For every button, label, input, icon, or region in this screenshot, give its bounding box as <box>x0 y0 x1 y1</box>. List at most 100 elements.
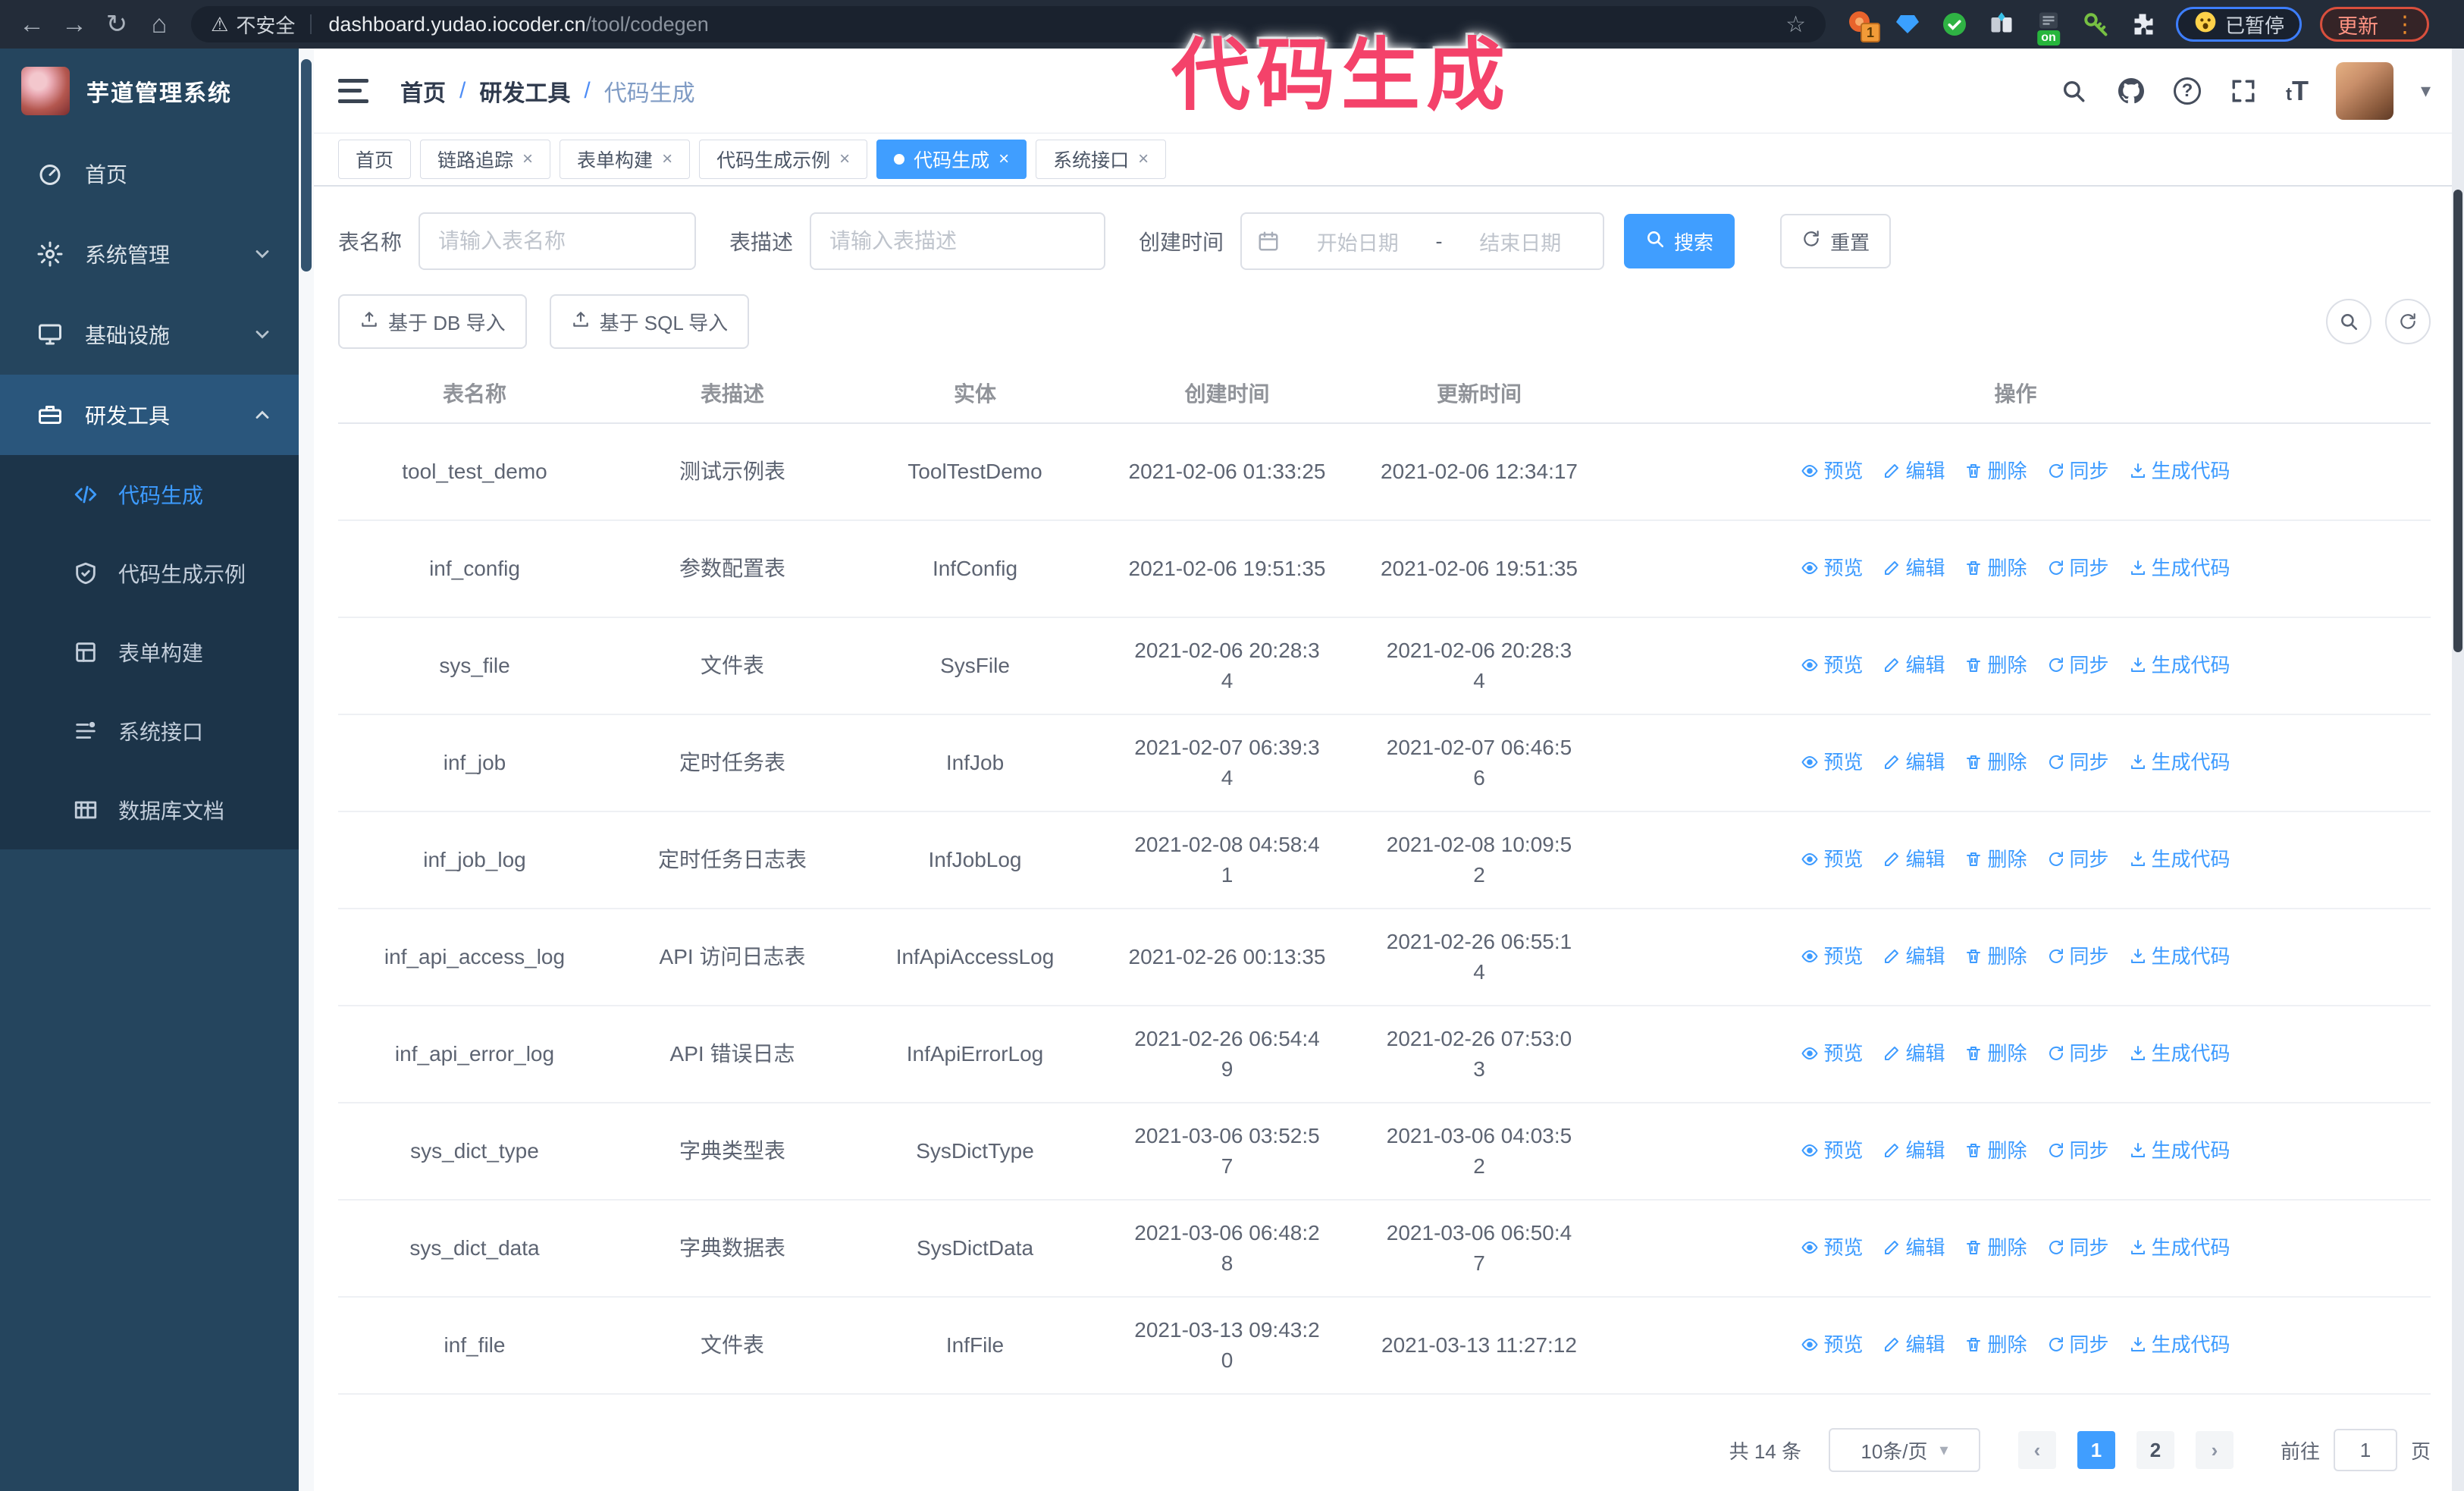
sidebar-scrollbar[interactable] <box>299 49 314 1491</box>
font-size-icon[interactable]: tT <box>2285 74 2309 106</box>
avatar[interactable] <box>2335 61 2393 120</box>
action-sync[interactable]: 同步 <box>2047 1329 2109 1360</box>
action-edit[interactable]: 编辑 <box>1882 747 1945 777</box>
action-eye[interactable]: 预览 <box>1801 941 1863 972</box>
action-trash[interactable]: 删除 <box>1964 747 2027 777</box>
sidebar-menu-item[interactable]: 首页 <box>0 133 299 214</box>
action-eye[interactable]: 预览 <box>1801 1038 1863 1069</box>
action-edit[interactable]: 编辑 <box>1882 1135 1945 1166</box>
sidebar-menu-item[interactable]: 系统管理 <box>0 214 299 294</box>
action-download[interactable]: 生成代码 <box>2129 1038 2230 1069</box>
action-download[interactable]: 生成代码 <box>2129 456 2230 486</box>
sidebar-scrollbar-thumb[interactable] <box>301 59 312 272</box>
page-tab[interactable]: 链路追踪 × <box>420 140 551 179</box>
reset-button[interactable]: 重置 <box>1780 214 1892 268</box>
action-edit[interactable]: 编辑 <box>1882 456 1945 486</box>
chevron-down-icon[interactable]: ▾ <box>2420 79 2431 102</box>
action-download[interactable]: 生成代码 <box>2129 1135 2230 1166</box>
extension-gem-icon[interactable] <box>1892 9 1923 39</box>
refresh-table-button[interactable] <box>2385 299 2431 344</box>
action-edit[interactable]: 编辑 <box>1882 650 1945 680</box>
action-download[interactable]: 生成代码 <box>2129 1232 2230 1263</box>
action-eye[interactable]: 预览 <box>1801 650 1863 680</box>
action-edit[interactable]: 编辑 <box>1882 1038 1945 1069</box>
app-logo-row[interactable]: 芋道管理系统 <box>0 49 299 133</box>
action-edit[interactable]: 编辑 <box>1882 844 1945 874</box>
update-chip[interactable]: 更新 ⋮ <box>2320 7 2430 42</box>
action-download[interactable]: 生成代码 <box>2129 747 2230 777</box>
window-scrollbar[interactable] <box>2452 49 2464 1491</box>
search-icon[interactable] <box>2058 76 2089 106</box>
action-eye[interactable]: 预览 <box>1801 747 1863 777</box>
table-desc-input[interactable] <box>810 212 1106 270</box>
extension-orange-icon[interactable]: 1 <box>1845 9 1880 42</box>
not-secure-label[interactable]: 不安全 <box>236 14 296 37</box>
sidebar-submenu-item[interactable]: 数据库文档 <box>0 771 299 849</box>
home-icon[interactable]: ⌂ <box>151 9 168 39</box>
reload-icon[interactable]: ↻ <box>105 10 128 39</box>
table-name-input[interactable] <box>419 212 697 270</box>
sidebar-submenu-item[interactable]: 系统接口 <box>0 692 299 771</box>
page-number-button[interactable]: 1 <box>2077 1431 2115 1469</box>
action-eye[interactable]: 预览 <box>1801 1135 1863 1166</box>
action-trash[interactable]: 删除 <box>1964 553 2027 583</box>
action-trash[interactable]: 删除 <box>1964 1329 2027 1360</box>
search-button[interactable]: 搜索 <box>1624 214 1735 268</box>
action-edit[interactable]: 编辑 <box>1882 1329 1945 1360</box>
action-eye[interactable]: 预览 <box>1801 1329 1863 1360</box>
hamburger-menu-icon[interactable] <box>338 78 368 103</box>
action-download[interactable]: 生成代码 <box>2129 941 2230 972</box>
back-icon[interactable]: ← <box>19 9 45 39</box>
extension-tabs-icon[interactable] <box>1986 9 2017 39</box>
bookmark-star-icon[interactable]: ☆ <box>1785 11 1806 37</box>
page-tab[interactable]: 表单构建 × <box>560 140 691 179</box>
action-trash[interactable]: 删除 <box>1964 1135 2027 1166</box>
paused-chip[interactable]: 已暂停 <box>2176 7 2303 42</box>
sidebar-menu-item[interactable]: 研发工具 <box>0 375 299 455</box>
page-tab[interactable]: 首页 <box>338 140 412 179</box>
action-trash[interactable]: 删除 <box>1964 1038 2027 1069</box>
action-trash[interactable]: 删除 <box>1964 844 2027 874</box>
forward-icon[interactable]: → <box>61 9 87 39</box>
extension-dark-icon[interactable]: on <box>2033 9 2064 46</box>
action-eye[interactable]: 预览 <box>1801 1232 1863 1263</box>
page-tab[interactable]: 代码生成示例 × <box>699 140 868 179</box>
sidebar-menu-item[interactable]: 基础设施 <box>0 294 299 375</box>
action-edit[interactable]: 编辑 <box>1882 941 1945 972</box>
action-eye[interactable]: 预览 <box>1801 844 1863 874</box>
date-range-picker[interactable]: 开始日期 - 结束日期 <box>1240 212 1605 270</box>
close-icon[interactable]: × <box>522 149 534 169</box>
action-trash[interactable]: 删除 <box>1964 456 2027 486</box>
page-size-select[interactable]: 10条/页 ▾ <box>1828 1428 1980 1472</box>
page-tab[interactable]: 代码生成 × <box>876 140 1027 179</box>
action-edit[interactable]: 编辑 <box>1882 553 1945 583</box>
browser-menu-dots-icon[interactable]: ⋮ <box>2393 11 2417 37</box>
breadcrumb-link[interactable]: 首页 <box>400 80 446 106</box>
close-icon[interactable]: × <box>1138 149 1149 169</box>
action-download[interactable]: 生成代码 <box>2129 650 2230 680</box>
action-sync[interactable]: 同步 <box>2047 747 2109 777</box>
help-icon[interactable]: ? <box>2173 77 2201 105</box>
action-download[interactable]: 生成代码 <box>2129 553 2230 583</box>
action-sync[interactable]: 同步 <box>2047 456 2109 486</box>
next-page-button[interactable]: › <box>2195 1431 2234 1469</box>
action-sync[interactable]: 同步 <box>2047 553 2109 583</box>
action-eye[interactable]: 预览 <box>1801 553 1863 583</box>
url-bar[interactable]: ⚠ 不安全 dashboard.yudao.iocoder.cn /tool/c… <box>191 6 1826 42</box>
action-trash[interactable]: 删除 <box>1964 1232 2027 1263</box>
close-icon[interactable]: × <box>839 149 851 169</box>
breadcrumb-link[interactable]: 研发工具 <box>479 80 571 106</box>
action-sync[interactable]: 同步 <box>2047 1038 2109 1069</box>
toggle-search-button[interactable] <box>2326 299 2372 344</box>
close-icon[interactable]: × <box>998 149 1010 169</box>
fullscreen-icon[interactable] <box>2228 76 2259 106</box>
close-icon[interactable]: × <box>662 149 673 169</box>
page-number-button[interactable]: 2 <box>2136 1431 2174 1469</box>
action-download[interactable]: 生成代码 <box>2129 1329 2230 1360</box>
action-sync[interactable]: 同步 <box>2047 650 2109 680</box>
action-sync[interactable]: 同步 <box>2047 941 2109 972</box>
action-sync[interactable]: 同步 <box>2047 1135 2109 1166</box>
action-trash[interactable]: 删除 <box>1964 650 2027 680</box>
action-sync[interactable]: 同步 <box>2047 844 2109 874</box>
action-trash[interactable]: 删除 <box>1964 941 2027 972</box>
